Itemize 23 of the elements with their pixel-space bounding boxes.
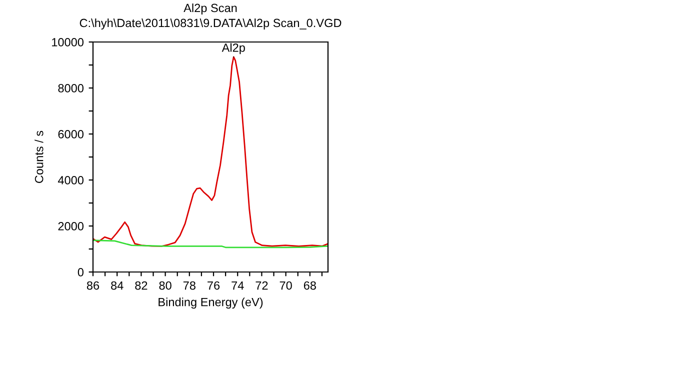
- x-tick-label: 72: [256, 281, 268, 290]
- y-tick-label: 0: [78, 268, 84, 276]
- y-tick-label: 10000: [52, 38, 84, 46]
- x-tick-label: 86: [86, 281, 100, 290]
- x-tick-label: 78: [183, 281, 196, 290]
- x-tick-label: 74: [232, 281, 244, 290]
- y-tick-label: 8000: [58, 84, 84, 92]
- line-series: [93, 240, 328, 248]
- y-tick-label: 6000: [58, 130, 84, 138]
- x-axis-title: Binding Energy (eV): [158, 298, 263, 309]
- line-series: [93, 56, 328, 247]
- x-tick-label: 68: [304, 281, 316, 290]
- x-tick-label: 82: [135, 281, 148, 290]
- chart-subtitle: C:\hyh\Date\2011\0831\9.DATA\Al2p Scan_0.VGD: [80, 18, 342, 30]
- y-tick-label: 4000: [58, 176, 84, 184]
- y-tick-label: 2000: [58, 222, 84, 230]
- x-tick-label: 80: [159, 281, 172, 290]
- x-tick-label: 84: [111, 281, 124, 290]
- y-axis-title: Counts / s: [34, 130, 44, 183]
- chart-title: Al2p Scan: [184, 4, 237, 14]
- x-tick-label: 76: [208, 281, 220, 290]
- x-tick-label: 70: [280, 281, 292, 290]
- annotation: Al2p: [222, 43, 245, 54]
